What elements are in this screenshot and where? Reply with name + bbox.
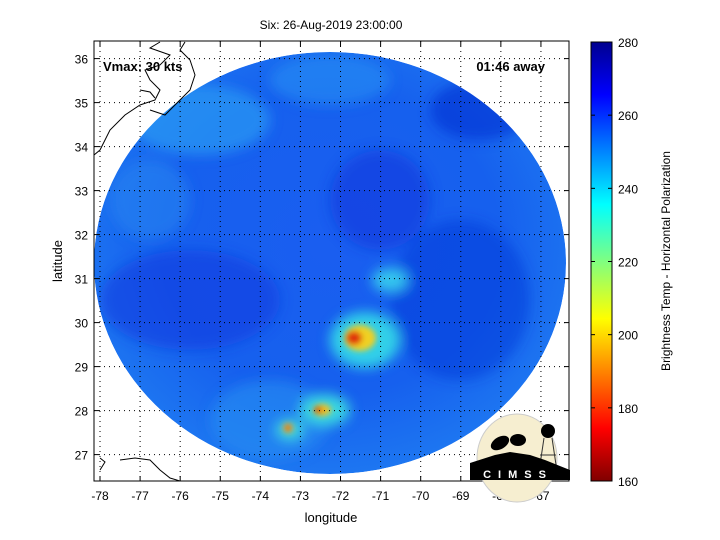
x-tick-label: -75 <box>212 489 230 503</box>
x-tick-label: -72 <box>332 489 350 503</box>
y-tick-label: 35 <box>75 97 89 111</box>
y-tick-label: 31 <box>75 273 89 287</box>
y-tick-label: 33 <box>75 185 89 199</box>
colorbar: 160 180 200 220 240 260 280 Brightness Temp - … <box>590 36 673 489</box>
chart-title: Six: 26-Aug-2019 23:00:00 <box>260 18 403 32</box>
vmax-annotation: Vmax: 30 kts <box>103 59 183 74</box>
swath-image <box>94 52 566 474</box>
y-tick-label: 36 <box>75 53 89 67</box>
y-axis-label: latitude <box>50 240 65 282</box>
cimss-logo: CIMSS <box>470 413 570 503</box>
colorbar-tick-label: 160 <box>618 475 638 489</box>
x-tick-label: -78 <box>91 489 109 503</box>
y-tick-label: 34 <box>75 141 89 155</box>
y-tick-label: 27 <box>75 449 89 463</box>
y-tick-label: 29 <box>75 361 89 375</box>
colorbar-tick-label: 240 <box>618 182 638 196</box>
y-tick-label: 30 <box>75 317 89 331</box>
time-away-annotation: 01:46 away <box>476 59 545 74</box>
x-tick-label: -71 <box>372 489 390 503</box>
y-tick-label: 32 <box>75 229 89 243</box>
x-tick-label: -69 <box>452 489 470 503</box>
colorbar-tick-label: 280 <box>618 36 638 50</box>
x-tick-label: -70 <box>412 489 430 503</box>
coastline <box>94 41 196 481</box>
y-axis: 27 28 29 30 31 32 33 34 35 36 <box>75 53 569 463</box>
x-tick-label: -76 <box>172 489 190 503</box>
x-axis-label: longitude <box>305 510 358 525</box>
x-tick-label: -77 <box>131 489 149 503</box>
colorbar-label: Brightness Temp - Horizontal Polarizatio… <box>659 151 673 371</box>
colorbar-tick-label: 260 <box>618 109 638 123</box>
plot-frame <box>93 40 570 482</box>
colorbar-tick-label: 200 <box>618 329 638 343</box>
colorbar-tick-label: 220 <box>618 256 638 270</box>
y-tick-label: 28 <box>75 405 89 419</box>
x-tick-label: -74 <box>252 489 270 503</box>
x-tick-label: -73 <box>292 489 310 503</box>
cimss-logo-text: CIMSS <box>483 469 553 481</box>
colorbar-tick-label: 180 <box>618 402 638 416</box>
